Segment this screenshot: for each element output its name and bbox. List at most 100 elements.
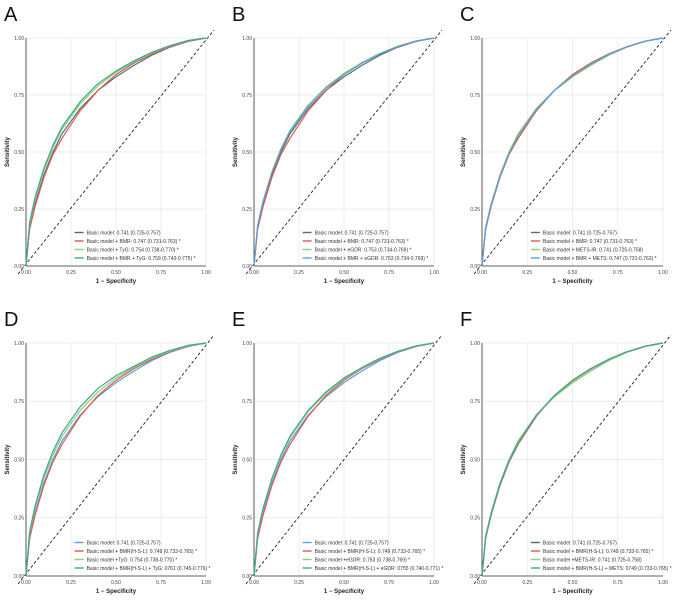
x-tick-label: 0.50	[568, 580, 578, 586]
x-tick-label: 0.00	[249, 270, 259, 276]
roc-curve-green	[25, 342, 207, 577]
legend-entry: Basic model + BMR(H-S-L): 0.749 (0.733-0…	[87, 549, 198, 555]
y-tick-label: 0.75	[14, 399, 24, 405]
reference-diagonal	[473, 29, 672, 275]
legend-entry: Basic model: 0.741 (0.725-0.757)	[543, 540, 617, 546]
y-tick-label: 0.00	[242, 264, 252, 270]
panel-letter: F	[460, 309, 472, 331]
legend-entry: Basic model + METS-IR: 0.741 (0.725-0.75…	[543, 247, 644, 253]
y-tick-label: 0.00	[470, 574, 480, 580]
roc-panel-b: B 0.00 0.25 0.50 0.75 1.00 0.00 0.25 0.50 0.75 1.0…	[232, 4, 443, 285]
y-axis-label: Sensitivity	[233, 136, 239, 167]
x-tick-label: 1.00	[658, 580, 668, 586]
x-tick-label: 1.00	[201, 580, 211, 586]
x-tick-label: 0.75	[384, 270, 394, 276]
y-tick-label: 0.50	[242, 457, 252, 463]
roc-curve-teal	[25, 342, 207, 577]
y-tick-label: 1.00	[242, 341, 252, 347]
y-tick-label: 0.50	[242, 150, 252, 156]
x-tick-label: 0.50	[339, 580, 349, 586]
legend-entry: Basic model: 0.741 (0.725-0.757)	[87, 230, 161, 236]
roc-curve-teal	[253, 342, 435, 577]
legend-entry: Basic model + BMR: 0.747 (0.731-0.763) *	[543, 239, 637, 245]
y-tick-label: 0.25	[14, 516, 24, 522]
legend-entry: Basic model + BMR(H-S-L) + TyG: 0761 (0.…	[87, 566, 211, 572]
y-tick-label: 0.00	[14, 574, 24, 580]
y-axis-label: Sensitivity	[461, 136, 467, 167]
x-tick-label: 0.75	[384, 580, 394, 586]
y-axis-label: Sensitivity	[5, 444, 11, 475]
y-tick-label: 1.00	[242, 36, 252, 42]
y-tick-label: 0.50	[470, 150, 480, 156]
y-tick-label: 0.75	[242, 93, 252, 99]
y-tick-label: 0.75	[242, 399, 252, 405]
legend-entry: Basic model + BMR(H-S-L): 0.749 (0.733-0…	[315, 549, 426, 555]
roc-panel-a: A 0.00 0.25 0.50 0.75 1.00 0.00 0.25 0.50 0.75 1.0…	[4, 4, 215, 285]
legend-entry: Basic model + BMR + METS: 0.747 (0.731-0…	[543, 256, 657, 262]
panel-letter: B	[232, 4, 245, 26]
y-tick-label: 0.50	[14, 150, 24, 156]
x-tick-label: 1.00	[429, 580, 439, 586]
legend-entry: Basic model +METS-IR: 0.741 (0.725-0.758…	[543, 557, 642, 563]
y-tick-label: 0.25	[242, 516, 252, 522]
x-tick-label: 1.00	[201, 270, 211, 276]
x-axis-label: 1 − Specificity	[96, 589, 137, 595]
x-tick-label: 0.75	[613, 270, 623, 276]
legend-entry: Basic model + BMR(H-S-L) + eGDR: 0755 (0…	[315, 566, 444, 572]
reference-diagonal	[473, 334, 672, 585]
legend: Basic model: 0.741 (0.725-0.757) Basic mo…	[302, 540, 444, 572]
legend-entry: Basic model + eGDR: 0.753 (0.734-0.769) …	[315, 247, 412, 253]
legend: Basic model: 0.741 (0.725-0.757) Basic mo…	[74, 540, 211, 572]
x-tick-label: 0.50	[568, 270, 578, 276]
y-tick-label: 0.50	[14, 457, 24, 463]
x-axis-label: 1 − Specificity	[552, 279, 593, 285]
y-tick-label: 1.00	[14, 36, 24, 42]
roc-curve-blue	[481, 37, 664, 267]
x-tick-label: 0.00	[249, 580, 259, 586]
roc-curve-teal	[25, 37, 207, 267]
x-tick-label: 0.25	[522, 580, 532, 586]
legend: Basic model: 0.741 (0.725-0.757) Basic mo…	[530, 540, 672, 572]
x-tick-label: 1.00	[429, 270, 439, 276]
y-axis-label: Sensitivity	[461, 444, 467, 475]
roc-panel-f: F 0.00 0.25 0.50 0.75 1.00 0.00 0.25 0.50 0.75 1.0…	[460, 309, 672, 595]
x-tick-label: 0.50	[111, 580, 121, 586]
y-tick-label: 0.25	[470, 516, 480, 522]
x-tick-label: 0.00	[477, 270, 487, 276]
y-tick-label: 0.25	[242, 207, 252, 213]
x-axis-label: 1 − Specificity	[324, 589, 365, 595]
roc-curve-blue	[253, 37, 435, 267]
legend-entry: Basic model: 0.741 (0.725-0.757)	[87, 540, 161, 546]
legend: Basic model: 0.741 (0.725-0.757) Basic mo…	[302, 230, 429, 262]
x-axis-label: 1 − Specificity	[96, 279, 137, 285]
y-tick-label: 0.25	[14, 207, 24, 213]
reference-diagonal	[245, 334, 443, 585]
legend-entry: Basic model: 0.741 (0.725-0.757)	[543, 230, 617, 236]
x-tick-label: 0.25	[294, 580, 304, 586]
roc-panel-d: D 0.00 0.25 0.50 0.75 1.00 0.00 0.25 0.50 0.75 1.0…	[4, 309, 215, 595]
x-tick-label: 0.25	[66, 270, 76, 276]
x-axis-label: 1 − Specificity	[552, 589, 593, 595]
roc-curve-red	[25, 37, 207, 267]
panel-letter: E	[232, 309, 245, 331]
legend-entry: Basic model + BMR: 0.747 (0.731-0.763) *	[87, 239, 181, 245]
reference-diagonal	[245, 29, 443, 275]
x-tick-label: 0.00	[477, 580, 487, 586]
y-axis-label: Sensitivity	[233, 444, 239, 475]
legend-entry: Basic model +eGDR: 0.753 (0.738-0.769) *	[315, 557, 411, 563]
y-tick-label: 0.00	[14, 264, 24, 270]
y-tick-label: 1.00	[470, 341, 480, 347]
legend-entry: Basic model + BMR(H-S-L): 0.749 (0.733-0…	[543, 549, 654, 555]
roc-panel-e: E 0.00 0.25 0.50 0.75 1.00 0.00 0.25 0.50 0.75 1.0…	[232, 309, 444, 595]
y-axis-label: Sensitivity	[5, 136, 11, 167]
x-tick-label: 0.75	[156, 270, 166, 276]
legend-entry: Basic model + BMR + eGDR: 0.753 (0.734-0…	[315, 256, 429, 262]
x-tick-label: 1.00	[658, 270, 668, 276]
x-tick-label: 0.75	[613, 580, 623, 586]
x-tick-label: 0.75	[156, 580, 166, 586]
y-tick-label: 0.75	[14, 93, 24, 99]
legend: Basic model: 0.741 (0.725-0.757) Basic mo…	[530, 230, 657, 262]
reference-diagonal	[17, 334, 215, 585]
panel-letter: D	[4, 309, 18, 331]
